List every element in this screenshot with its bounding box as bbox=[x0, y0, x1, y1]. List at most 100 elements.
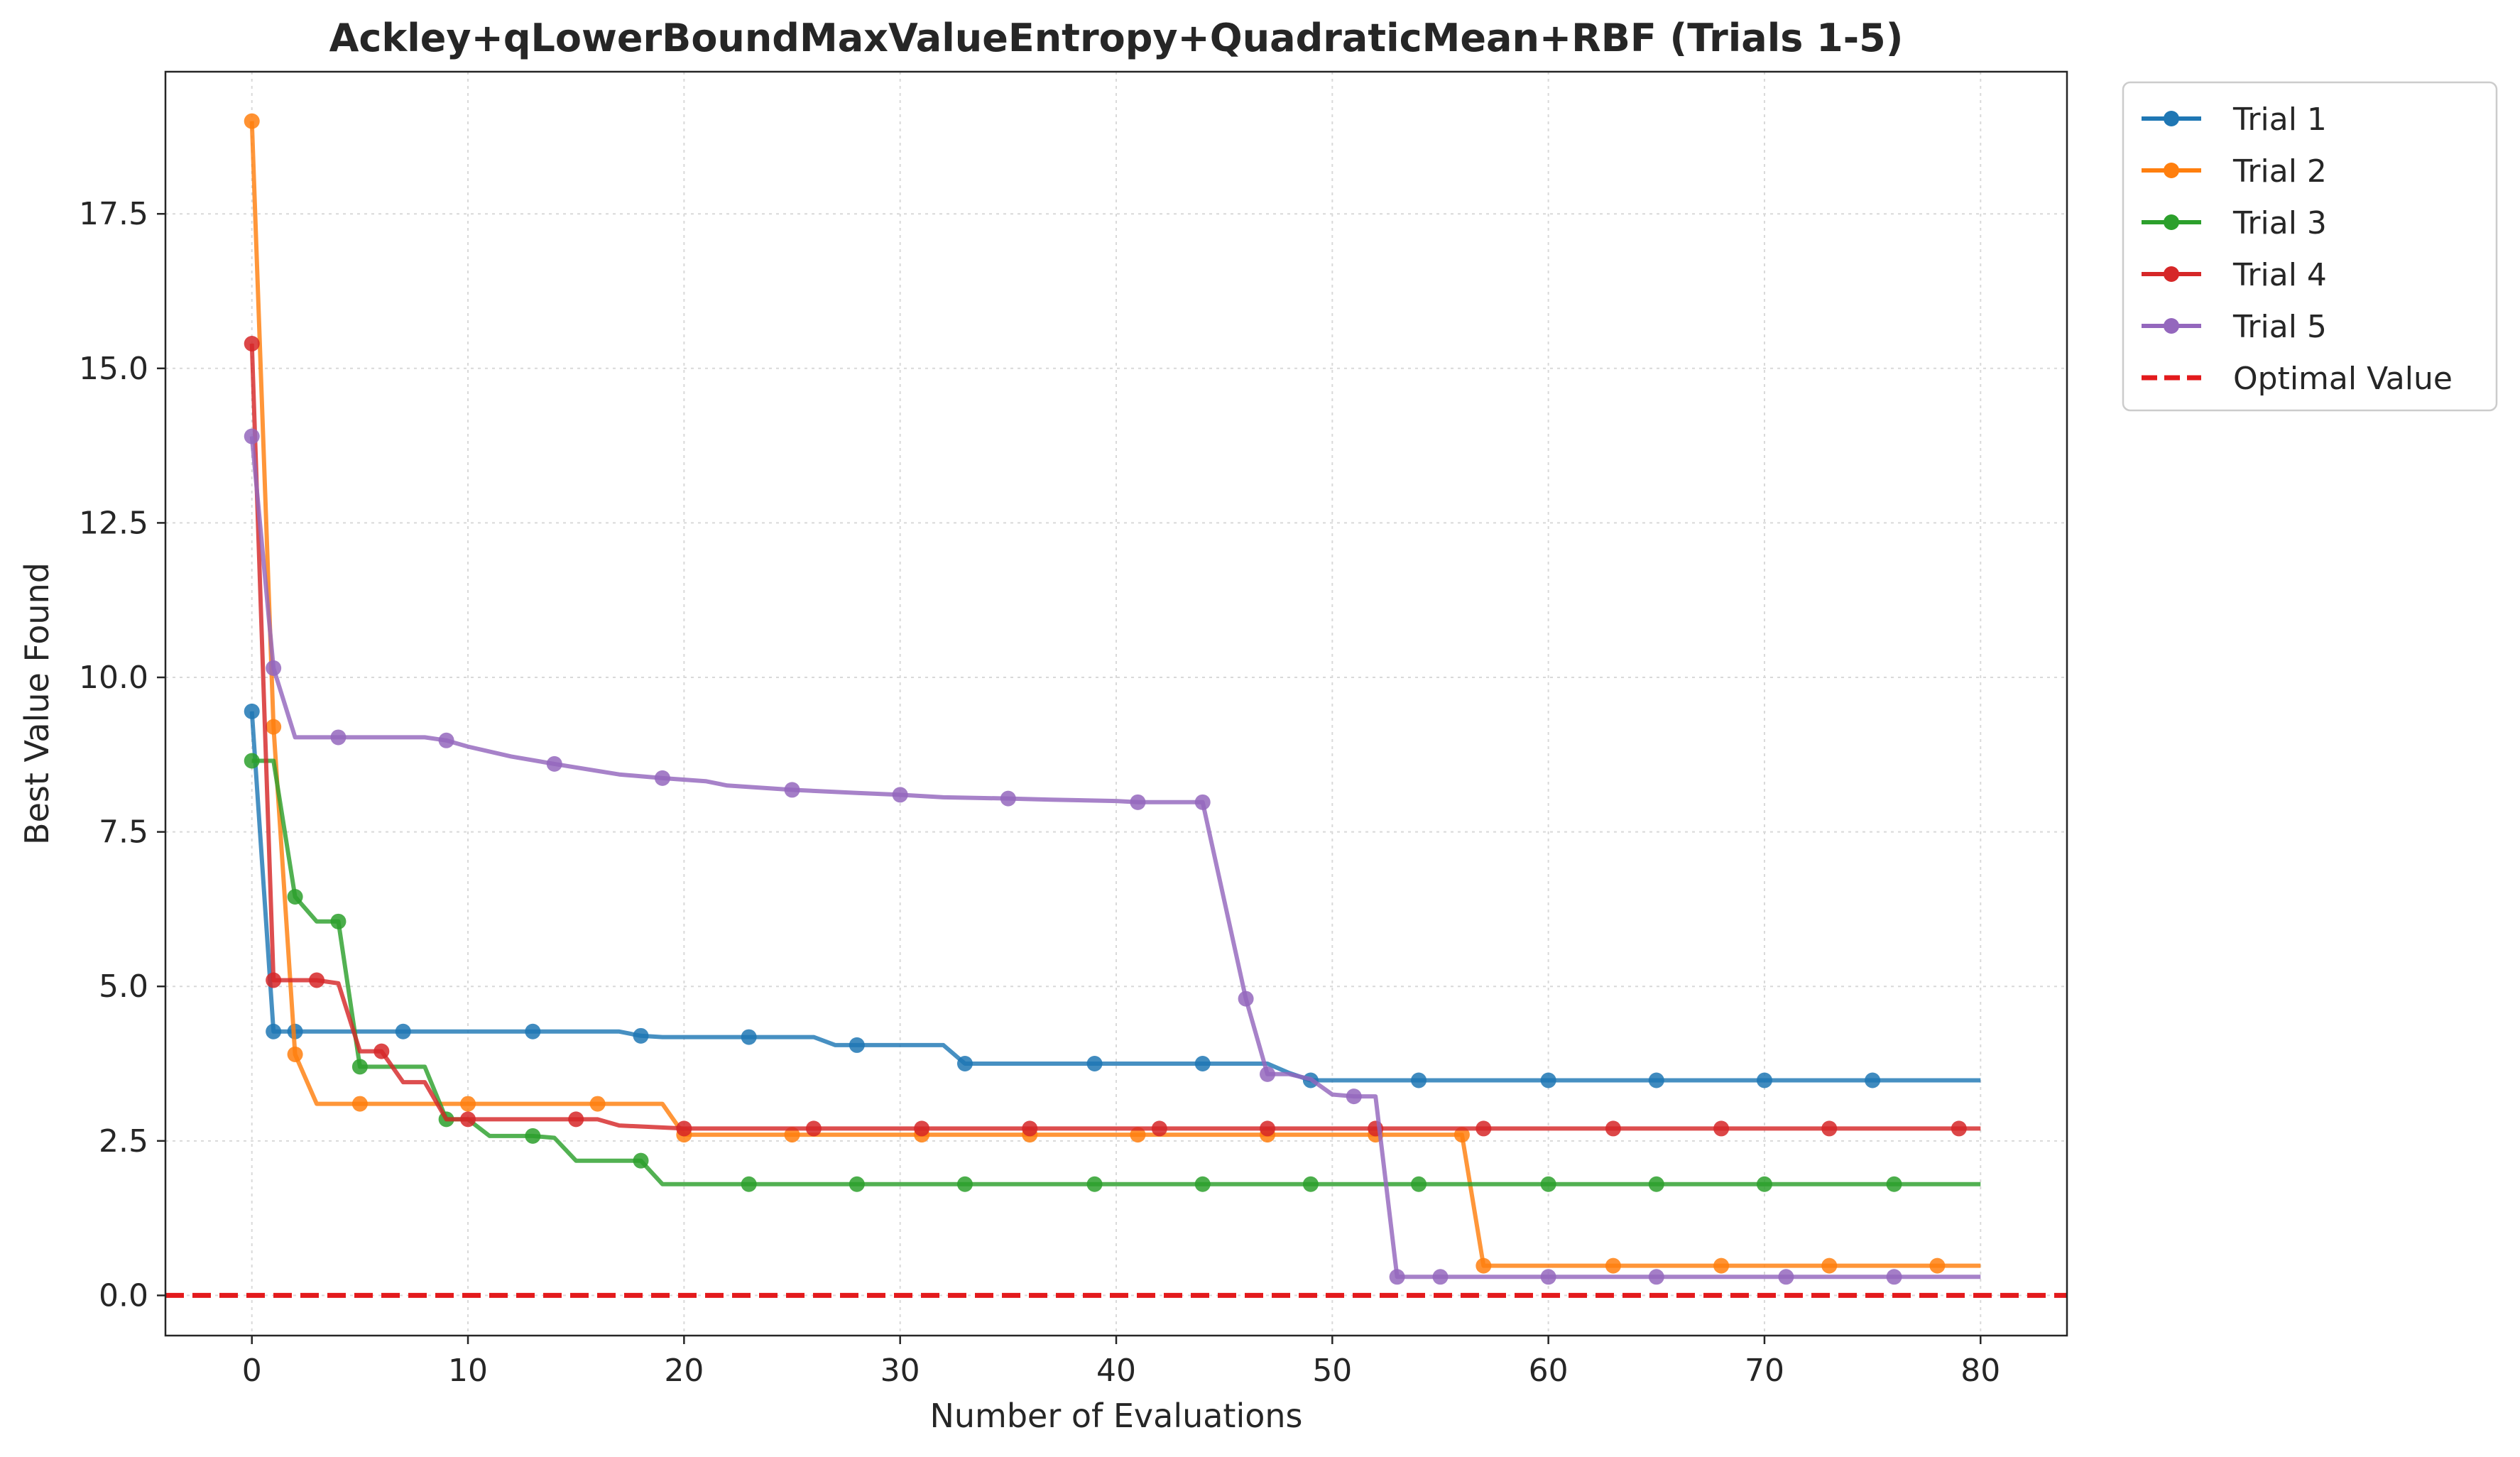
y-tick-label: 5.0 bbox=[99, 968, 148, 1005]
data-point bbox=[1022, 1120, 1038, 1137]
data-point bbox=[244, 753, 260, 769]
data-point bbox=[784, 782, 800, 798]
data-point bbox=[351, 1059, 368, 1075]
legend-entry: Trial 4 bbox=[2142, 257, 2327, 293]
data-point bbox=[1648, 1072, 1664, 1088]
data-point bbox=[849, 1037, 865, 1053]
legend-label: Trial 3 bbox=[2232, 205, 2327, 241]
series-line bbox=[249, 121, 1981, 1268]
legend-label: Trial 2 bbox=[2232, 153, 2327, 190]
data-point bbox=[1648, 1176, 1664, 1192]
data-point bbox=[395, 1023, 411, 1039]
data-point bbox=[849, 1176, 865, 1192]
data-point bbox=[1540, 1176, 1556, 1192]
data-point bbox=[633, 1027, 649, 1044]
data-point bbox=[1238, 991, 1254, 1007]
data-point bbox=[1411, 1072, 1427, 1088]
data-point bbox=[1000, 790, 1016, 807]
data-point bbox=[1540, 1072, 1556, 1088]
data-point bbox=[805, 1120, 822, 1137]
y-tick-label: 17.5 bbox=[79, 196, 148, 232]
data-point bbox=[266, 972, 282, 988]
data-point bbox=[1411, 1176, 1427, 1192]
grid bbox=[165, 72, 2067, 1336]
data-point bbox=[244, 335, 260, 351]
data-point bbox=[1886, 1176, 1902, 1192]
data-point bbox=[1260, 1120, 1276, 1137]
data-point bbox=[287, 1046, 303, 1062]
data-point bbox=[1865, 1072, 1881, 1088]
data-point bbox=[287, 889, 303, 905]
legend-label: Optimal Value bbox=[2233, 361, 2453, 397]
data-point bbox=[1130, 1127, 1146, 1143]
data-point bbox=[1432, 1269, 1449, 1285]
data-point bbox=[1713, 1120, 1730, 1137]
data-point bbox=[266, 660, 282, 676]
series-line bbox=[249, 711, 1981, 1083]
series-1 bbox=[244, 703, 1981, 1088]
y-tick-label: 0.0 bbox=[99, 1277, 148, 1314]
data-point bbox=[244, 113, 260, 129]
data-point bbox=[330, 913, 347, 929]
data-point bbox=[546, 755, 562, 772]
data-point bbox=[1086, 1176, 1103, 1192]
data-point bbox=[1389, 1269, 1405, 1285]
legend-entry: Optimal Value bbox=[2142, 361, 2453, 397]
data-point bbox=[244, 703, 260, 719]
data-point bbox=[568, 1111, 584, 1128]
data-point bbox=[1886, 1269, 1902, 1285]
data-point bbox=[741, 1029, 757, 1045]
data-point bbox=[892, 787, 908, 803]
legend-marker bbox=[2164, 266, 2179, 282]
data-point bbox=[1713, 1257, 1730, 1274]
data-point bbox=[373, 1043, 390, 1059]
y-tick-label: 10.0 bbox=[79, 660, 148, 696]
chart-title: Ackley+qLowerBoundMaxValueEntropy+Quadra… bbox=[329, 16, 1904, 60]
data-point bbox=[784, 1127, 800, 1143]
data-point bbox=[654, 770, 670, 786]
x-tick-label: 20 bbox=[664, 1353, 704, 1389]
data-point bbox=[741, 1176, 757, 1192]
data-point bbox=[1476, 1120, 1492, 1137]
legend-entry: Trial 1 bbox=[2142, 102, 2327, 138]
legend-label: Trial 4 bbox=[2232, 257, 2327, 293]
data-point bbox=[956, 1176, 973, 1192]
legend-entry: Trial 5 bbox=[2142, 309, 2327, 345]
data-point bbox=[525, 1023, 541, 1039]
data-point bbox=[309, 972, 325, 988]
x-tick-label: 50 bbox=[1312, 1353, 1352, 1389]
x-tick-label: 60 bbox=[1529, 1353, 1569, 1389]
data-point bbox=[1756, 1072, 1772, 1088]
data-point bbox=[351, 1096, 368, 1112]
data-point bbox=[525, 1128, 541, 1144]
data-point bbox=[438, 732, 454, 748]
series-5 bbox=[244, 428, 1981, 1285]
data-point bbox=[1130, 794, 1146, 810]
data-point bbox=[460, 1111, 476, 1128]
data-point bbox=[1778, 1269, 1794, 1285]
y-tick-label: 12.5 bbox=[79, 505, 148, 541]
x-tick-label: 70 bbox=[1745, 1353, 1784, 1389]
data-point bbox=[1302, 1176, 1319, 1192]
data-point bbox=[244, 428, 260, 444]
legend-marker bbox=[2164, 111, 2179, 126]
series-line bbox=[249, 343, 1981, 1131]
data-point bbox=[1605, 1120, 1621, 1137]
series-4 bbox=[244, 335, 1981, 1137]
legend-marker bbox=[2164, 214, 2179, 230]
data-point bbox=[1151, 1120, 1167, 1137]
legend-marker bbox=[2164, 318, 2179, 334]
data-point bbox=[266, 719, 282, 735]
data-point bbox=[1194, 794, 1211, 810]
data-point bbox=[330, 729, 347, 746]
data-point bbox=[1086, 1056, 1103, 1072]
legend: Trial 1 Trial 2 Trial 3 Trial 4 Trial 5 Optim… bbox=[2122, 81, 2498, 412]
data-point bbox=[1476, 1257, 1492, 1274]
data-point bbox=[1346, 1088, 1362, 1105]
legend-entry: Trial 3 bbox=[2142, 205, 2327, 241]
data-point bbox=[589, 1096, 606, 1112]
x-tick-label: 30 bbox=[880, 1353, 920, 1389]
data-point bbox=[1821, 1257, 1838, 1274]
